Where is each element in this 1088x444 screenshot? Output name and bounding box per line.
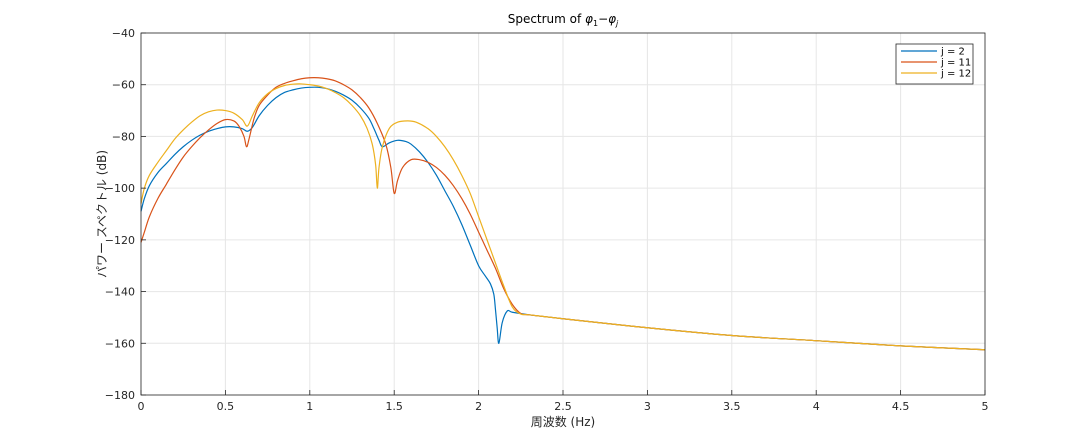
y-tick-label: −60 (112, 79, 135, 92)
x-tick-label: 3.5 (723, 400, 741, 413)
x-tick-label: 4 (813, 400, 820, 413)
chart-title-phi: φ (585, 12, 593, 26)
legend-label-1: j = 2 (940, 47, 965, 58)
legend-label-2: j = 11 (940, 58, 971, 69)
data-series (140, 77, 986, 351)
chart-title-minus: − (598, 12, 608, 26)
series-line-1 (140, 86, 986, 351)
x-axis-label: 周波数 (Hz) (531, 414, 596, 429)
y-tick-label: −100 (105, 182, 135, 195)
axis-ticks (140, 32, 986, 396)
x-tick-label: 0.5 (217, 400, 235, 413)
y-tick-label: −40 (112, 27, 135, 40)
chart-title-prefix: Spectrum of (508, 12, 585, 26)
x-tick-label: 0 (138, 400, 145, 413)
x-tick-label: 2 (475, 400, 482, 413)
series-line-3 (140, 83, 986, 351)
legend-items: j = 2j = 11j = 12 (901, 47, 971, 80)
chart-title: Spectrum of φ1−φj (508, 12, 619, 28)
x-tick-label: 1.5 (385, 400, 403, 413)
chart-title-sub-1: 1 (593, 19, 598, 28)
y-tick-label: −120 (105, 234, 135, 247)
legend-label-3: j = 12 (940, 69, 971, 80)
chart-title-phi-j: φ (608, 12, 616, 26)
y-tick-label: −80 (112, 130, 135, 143)
y-tick-label: −140 (105, 286, 135, 299)
x-tick-label: 3 (644, 400, 651, 413)
x-tick-label: 2.5 (554, 400, 572, 413)
x-tick-label: 1 (306, 400, 313, 413)
x-tick-label: 4.5 (892, 400, 910, 413)
x-tick-labels: 0 0.5 1 1.5 2 2.5 3 3.5 4 4.5 5 (138, 400, 989, 413)
y-axis-label: パワー スペクトル (dB) (95, 150, 109, 278)
chart-title-sub-j: j (615, 19, 619, 28)
legend: j = 2j = 11j = 12 (895, 43, 974, 85)
y-tick-label: −160 (105, 337, 135, 350)
x-tick-label: 5 (982, 400, 989, 413)
y-tick-label: −180 (105, 389, 135, 402)
series-line-2 (140, 77, 986, 351)
y-tick-labels: −180 −160 −140 −120 −100 −80 −60 −40 (105, 27, 135, 402)
